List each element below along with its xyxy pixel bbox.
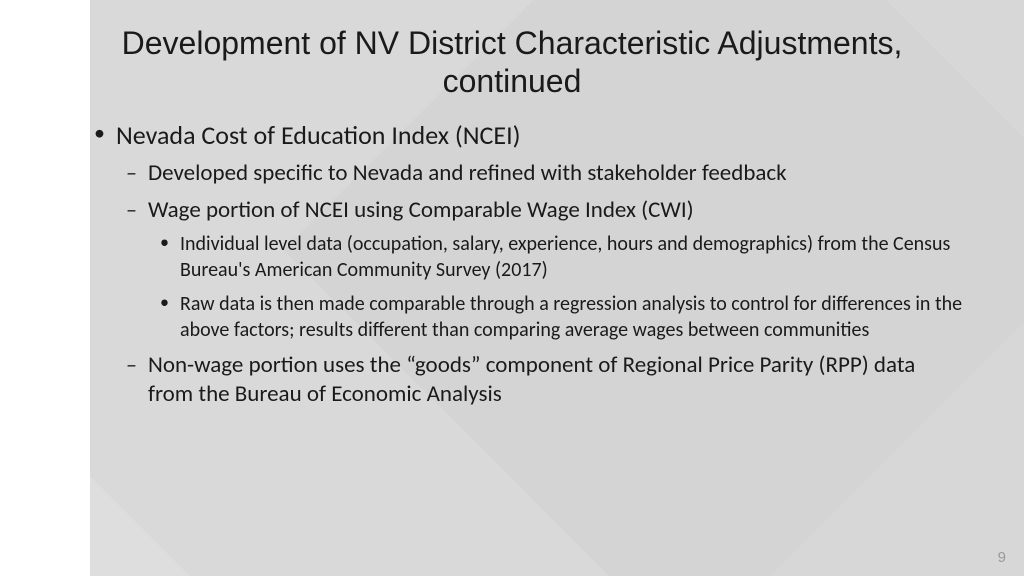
list-item: Wage portion of NCEI using Comparable Wa… bbox=[124, 196, 964, 343]
bullet-text: Individual level data (occupation, salar… bbox=[180, 232, 950, 282]
bullet-list-lvl2: Developed specific to Nevada and refined… bbox=[124, 159, 964, 408]
slide-content: Development of NV District Characteristi… bbox=[0, 0, 1024, 576]
slide-title: Development of NV District Characteristi… bbox=[60, 24, 964, 101]
bullet-text: Nevada Cost of Education Index (NCEI) bbox=[116, 119, 521, 151]
page-number: 9 bbox=[998, 549, 1006, 566]
bullet-text: Non-wage portion uses the “goods” compon… bbox=[148, 351, 915, 408]
slide-body: Nevada Cost of Education Index (NCEI) De… bbox=[60, 119, 964, 409]
bullet-text: Raw data is then made comparable through… bbox=[180, 292, 962, 342]
bullet-list-lvl3: Individual level data (occupation, salar… bbox=[158, 231, 964, 343]
list-item: Developed specific to Nevada and refined… bbox=[124, 159, 964, 188]
list-item: Raw data is then made comparable through… bbox=[158, 291, 964, 343]
bullet-list-lvl1: Nevada Cost of Education Index (NCEI) De… bbox=[90, 119, 964, 409]
list-item: Non-wage portion uses the “goods” compon… bbox=[124, 351, 964, 409]
bullet-text: Wage portion of NCEI using Comparable Wa… bbox=[148, 196, 694, 224]
list-item: Nevada Cost of Education Index (NCEI) De… bbox=[90, 119, 964, 409]
bullet-text: Developed specific to Nevada and refined… bbox=[148, 159, 787, 187]
list-item: Individual level data (occupation, salar… bbox=[158, 231, 964, 283]
